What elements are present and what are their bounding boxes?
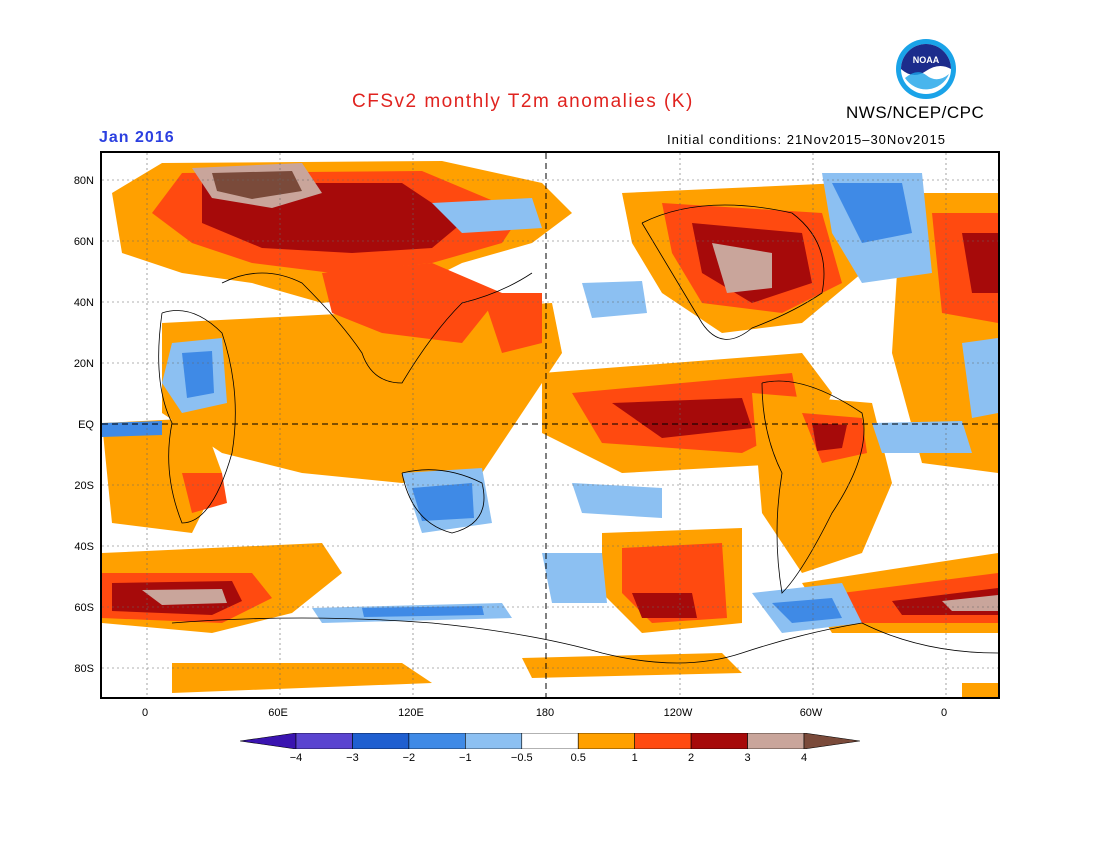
- colorbar-cell: [240, 733, 297, 749]
- colorbar-label: −2: [402, 752, 416, 764]
- colorbar-label: −1: [459, 752, 472, 764]
- lat-label: 60S: [74, 602, 94, 614]
- colorbar-cell: [747, 733, 805, 749]
- colorbar-cell: [690, 733, 748, 749]
- reference-lines: [102, 153, 998, 697]
- colorbar-label: 0.5: [570, 752, 586, 764]
- noaa-logo: NOAA: [896, 39, 956, 99]
- initial-conditions: Initial conditions: 21Nov2015–30Nov2015: [667, 132, 946, 147]
- colorbar-cell: [634, 733, 692, 749]
- lat-label: 80S: [74, 663, 94, 675]
- forecast-month: Jan 2016: [99, 129, 175, 146]
- colorbar-cell: [352, 733, 410, 749]
- colorbar-label: 3: [744, 752, 751, 764]
- colorbar-label: 1: [631, 752, 638, 764]
- lat-label: 60N: [73, 236, 94, 248]
- colorbar-cell: [577, 733, 635, 749]
- colorbar-label: 4: [800, 752, 808, 764]
- colorbar: [240, 733, 860, 749]
- lon-label: 180: [535, 707, 555, 719]
- anomaly-map: [100, 151, 1000, 699]
- colorbar-cell: [408, 733, 466, 749]
- agency-label: NWS/NCEP/CPC: [846, 103, 985, 122]
- lat-label: 40N: [73, 297, 94, 309]
- colorbar-cell: [803, 733, 860, 749]
- lat-label: EQ: [78, 419, 94, 431]
- colorbar-cell: [521, 733, 579, 749]
- lon-label: 120W: [663, 707, 693, 719]
- colorbar-label: −4: [289, 752, 303, 764]
- coastlines: [158, 204, 998, 664]
- lon-label: 120E: [398, 707, 424, 719]
- colorbar-label: 2: [688, 752, 695, 764]
- lat-label: 80N: [73, 175, 94, 187]
- lon-label: 60E: [268, 707, 288, 719]
- lon-label: 60W: [799, 707, 823, 719]
- colorbar-label: −0.5: [510, 752, 533, 764]
- colorbar-cell: [295, 733, 353, 749]
- colorbar-cell: [465, 733, 523, 749]
- graticule: [102, 153, 998, 697]
- map-title: CFSv2 monthly T2m anomalies (K): [352, 91, 694, 112]
- lat-label: 40S: [74, 541, 94, 553]
- colorbar-label: −3: [346, 752, 359, 764]
- lon-label: 0: [940, 707, 948, 719]
- lat-label: 20S: [74, 480, 94, 492]
- lon-label: 0: [141, 707, 149, 719]
- cool-anomaly-layer: [102, 173, 998, 633]
- lat-label: 20N: [73, 358, 94, 370]
- noaa-logo-text: NOAA: [913, 55, 940, 65]
- anomaly-field: [102, 153, 998, 697]
